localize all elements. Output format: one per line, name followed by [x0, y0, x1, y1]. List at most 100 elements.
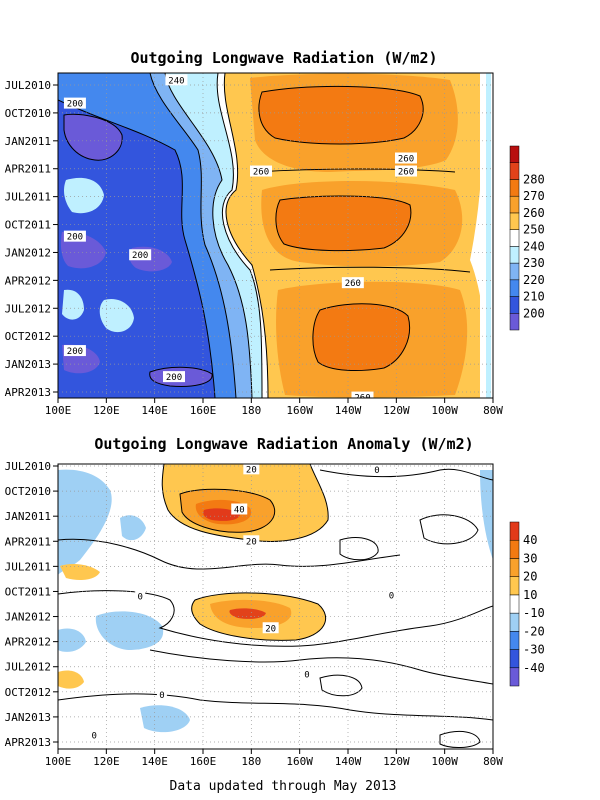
contour-label: 0 — [304, 670, 309, 680]
y-tick-label: APR2011 — [5, 535, 51, 548]
colorbar-swatch — [509, 539, 520, 559]
contour-label: 0 — [92, 731, 97, 741]
y-tick-label: APR2013 — [5, 386, 51, 399]
x-tick-label: 180 — [241, 404, 261, 417]
colorbar-swatch — [509, 246, 520, 264]
anom-contour-pos-b — [179, 488, 276, 533]
y-tick-label: JAN2012 — [5, 611, 51, 624]
colorbar-label: -40 — [523, 661, 545, 675]
contour-label: 40 — [234, 505, 245, 515]
colorbar-label: 270 — [523, 189, 545, 203]
y-tick-label: JUL2010 — [5, 460, 51, 473]
anom-contour-zero-g — [319, 674, 363, 697]
colorbar-swatch — [509, 212, 520, 230]
y-tick-label: OCT2010 — [5, 107, 51, 120]
colorbar-swatch — [509, 576, 520, 596]
olr-contour-labels: 200 240 260 260 260 200 200 260 200 200 260 — [63, 74, 417, 398]
olr-band-270-c — [312, 303, 410, 371]
y-tick-label: OCT2010 — [5, 485, 51, 498]
anom-pos-region-h — [60, 564, 100, 580]
colorbar-swatch — [509, 145, 520, 163]
olr-plot-frame — [57, 72, 494, 399]
x-tick-label: 120W — [383, 404, 410, 417]
y-tick-label: APR2013 — [5, 736, 51, 749]
olr-right-edge — [480, 73, 493, 398]
olr-contour-250 — [223, 73, 269, 398]
colorbar-label: 210 — [523, 290, 545, 304]
anom-neg-region-f — [480, 470, 493, 560]
olr-region-230-b — [99, 298, 134, 333]
colorbar-label: 220 — [523, 273, 545, 287]
colorbar-label: 20 — [523, 570, 537, 584]
contour-label-bg — [386, 589, 397, 601]
colorbar-swatch — [509, 313, 520, 331]
contour-label-bg — [372, 464, 382, 476]
colorbar-label: 240 — [523, 239, 545, 253]
x-tick-label: 140E — [141, 404, 168, 417]
x-tick-label: 100E — [45, 755, 72, 768]
x-tick-label: 80W — [483, 755, 503, 768]
y-tick-label: JUL2010 — [5, 79, 51, 92]
y-tick-label: APR2012 — [5, 636, 51, 649]
colorbar-swatch — [509, 229, 520, 247]
contour-label-bg — [156, 689, 167, 701]
x-tick-label: 140W — [335, 755, 362, 768]
anomaly-plot-area: 20 40 20 0 0 0 20 0 0 0 — [58, 464, 493, 749]
colorbar-swatch — [509, 179, 520, 197]
contour-label-bg — [395, 165, 417, 177]
anom-contour-zero-a — [58, 538, 401, 570]
olr-x-axis: 100E 120E 140E 160E 180 160W 140W 120W 100W 80W — [45, 398, 503, 417]
contour-label-bg — [395, 152, 417, 164]
y-tick-label: JUL2012 — [5, 302, 51, 315]
colorbar-label: 200 — [523, 306, 545, 320]
x-tick-label: 160E — [190, 755, 217, 768]
contour-label-bg — [301, 668, 312, 680]
contour-label-bg — [250, 165, 272, 177]
footer-note: Data updated through May 2013 — [170, 779, 397, 794]
colorbar-label: 40 — [523, 533, 537, 547]
colorbar-swatch — [509, 594, 520, 614]
olr-contour-220 — [149, 73, 237, 398]
colorbar-swatch — [509, 195, 520, 214]
contour-label-bg — [163, 371, 185, 383]
anomaly-grid — [58, 464, 493, 749]
colorbar-swatch — [509, 631, 520, 650]
y-tick-label: JAN2013 — [5, 358, 51, 371]
contour-label: 200 — [67, 347, 83, 357]
y-tick-label: JAN2012 — [5, 246, 51, 259]
colorbar-swatch — [509, 649, 520, 669]
x-tick-label: 160W — [286, 755, 313, 768]
contour-label: 240 — [168, 76, 184, 86]
contour-label-bg — [243, 464, 260, 475]
olr-region-230-c — [62, 289, 84, 320]
colorbar-label: 10 — [523, 588, 537, 602]
colorbar-label: 230 — [523, 256, 545, 270]
y-tick-label: JAN2011 — [5, 135, 51, 148]
colorbar-swatch — [509, 279, 520, 297]
olr-contour-200-a — [63, 113, 123, 161]
y-tick-label: OCT2012 — [5, 330, 51, 343]
contour-label: 200 — [67, 233, 83, 243]
olr-region-200-a — [64, 114, 123, 161]
y-tick-label: OCT2012 — [5, 686, 51, 699]
contour-label: 0 — [159, 691, 164, 701]
contour-label: 260 — [345, 279, 361, 289]
colorbar-label: 250 — [523, 223, 545, 237]
contour-label: 0 — [389, 592, 394, 602]
olr-contour-210 — [58, 99, 216, 398]
contour-label: 20 — [246, 537, 257, 547]
olr-colorbar: 200 210 220 230 240 250 260 270 280 — [509, 145, 545, 331]
colorbar-swatch — [509, 521, 520, 541]
olr-band-270-a — [258, 86, 424, 144]
anom-pos-region-i — [58, 670, 84, 689]
colorbar-swatch — [509, 558, 520, 577]
contour-label-bg — [243, 535, 260, 547]
x-tick-label: 80W — [483, 404, 503, 417]
y-tick-label: JUL2011 — [5, 191, 51, 204]
contour-label: 260 — [398, 168, 414, 178]
olr-band-270-b — [275, 195, 411, 251]
x-tick-label: 100W — [431, 755, 458, 768]
colorbar-swatch — [509, 612, 520, 632]
colorbar-label: -20 — [523, 624, 545, 638]
